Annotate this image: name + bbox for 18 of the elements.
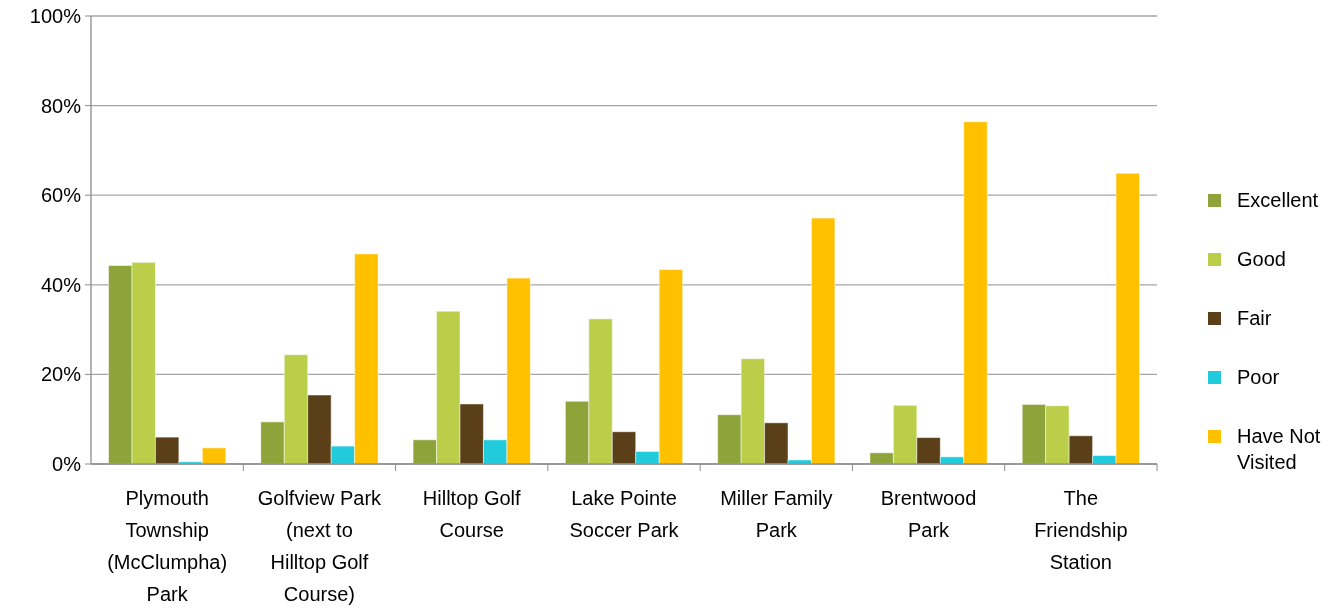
y-tick-label: 20% <box>40 363 82 386</box>
legend-label: Have Not Visited <box>1237 425 1321 473</box>
x-tick-label: Plymouth Township (McClumpha) Park <box>107 487 228 605</box>
x-tick-label: Lake Pointe Soccer Park <box>569 487 680 541</box>
x-tick-label: Golfview Park (next to Hilltop Golf Course) <box>257 487 383 605</box>
y-tick-label: 100% <box>29 5 82 27</box>
y-tick-label: 80% <box>40 94 82 117</box>
y-tick-label: 0% <box>52 453 82 475</box>
legend-label: Fair <box>1237 307 1272 329</box>
x-tick-label: Miller Family Park <box>720 487 833 541</box>
x-tick-label: Brentwood Park <box>880 487 977 541</box>
x-tick-label: Hilltop Golf Course <box>422 487 522 541</box>
legend-label: Excellent <box>1237 189 1319 211</box>
legend-label: Good <box>1237 248 1286 270</box>
legend-label: Poor <box>1237 366 1280 388</box>
y-tick-label: 60% <box>40 184 82 207</box>
y-tick-label: 40% <box>40 273 82 296</box>
x-tick-label: The Friendship Station <box>1034 487 1128 573</box>
